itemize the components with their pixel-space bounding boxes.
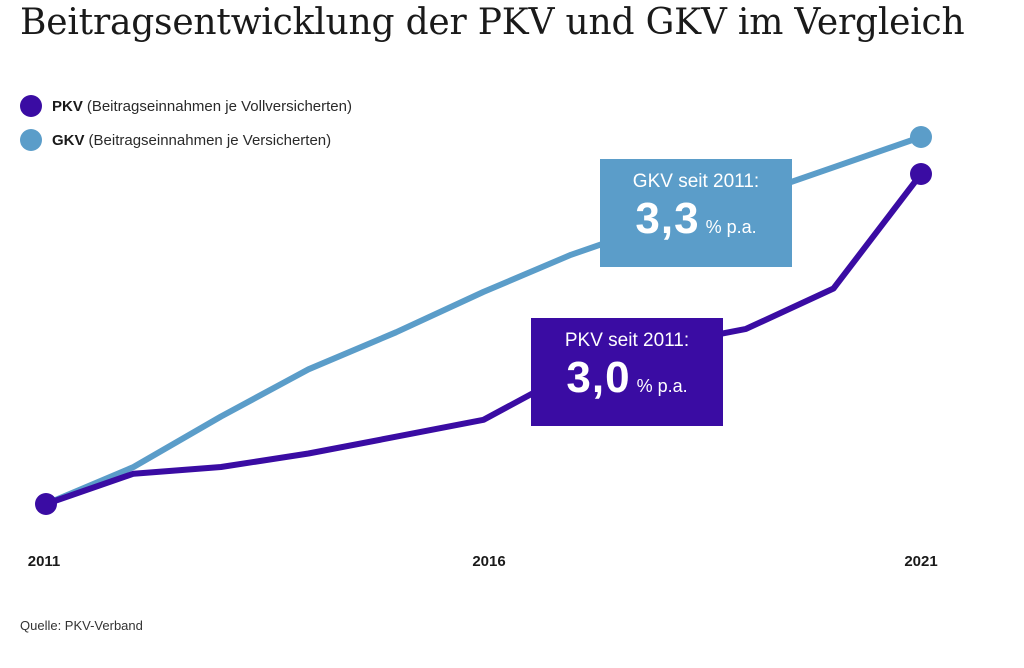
x-tick-label-2021: 2021	[904, 553, 938, 570]
chart-title: Beitragsentwicklung der PKV und GKV im V…	[20, 2, 965, 43]
legend-label-pkv: PKV	[52, 97, 83, 115]
legend-description-gkv: (Beitragseinnahmen je Versicherten)	[88, 131, 332, 149]
callout-gkv-value: 3,3	[635, 194, 700, 243]
legend-dot-pkv-icon	[20, 95, 42, 117]
legend-item-pkv: PKV (Beitragseinnahmen je Vollversichert…	[20, 94, 352, 118]
callout-pkv-heading: PKV seit 2011:	[564, 330, 690, 351]
x-tick-label-2016: 2016	[472, 553, 506, 570]
callout-pkv-unit: % p.a.	[636, 376, 688, 396]
start-point-marker	[35, 493, 57, 515]
series-line-pkv	[43, 171, 924, 507]
x-tick-label-2011: 2011	[27, 553, 61, 570]
legend-dot-gkv-icon	[20, 129, 42, 151]
callout-gkv-heading: GKV seit 2011:	[632, 171, 760, 192]
legend-description-pkv: (Beitragseinnahmen je Vollversicherten)	[86, 97, 352, 115]
end-point-marker-gkv	[910, 126, 932, 148]
callout-pkv-value: 3,0	[566, 353, 631, 402]
legend: PKV (Beitragseinnahmen je Vollversichert…	[20, 94, 352, 162]
legend-label-gkv: GKV	[52, 131, 85, 149]
source-note: Quelle: PKV-Verband	[20, 618, 143, 633]
callout-gkv-unit: % p.a.	[705, 217, 757, 237]
end-point-marker-pkv	[910, 163, 932, 185]
callout-gkv: GKV seit 2011: 3,3% p.a.	[600, 159, 792, 267]
legend-item-gkv: GKV (Beitragseinnahmen je Versicherten)	[20, 128, 352, 152]
callout-pkv: PKV seit 2011: 3,0% p.a.	[531, 318, 723, 426]
